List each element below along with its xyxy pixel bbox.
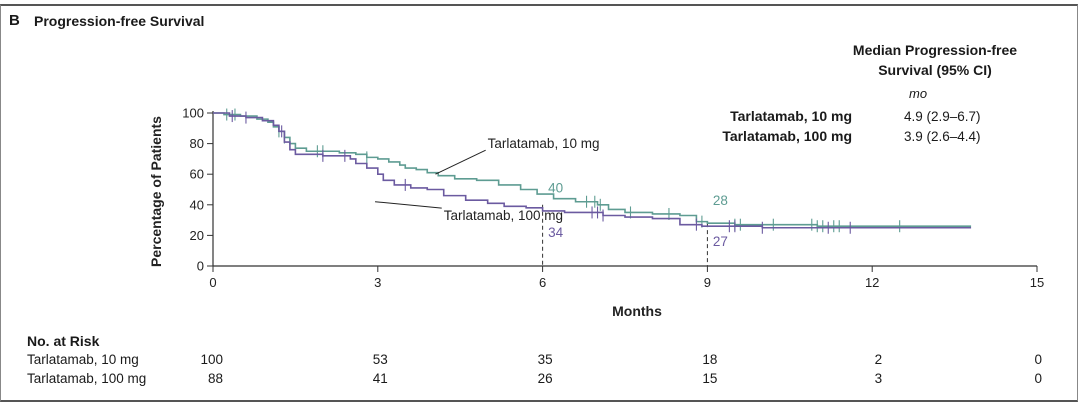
annotation-leader-line [375,201,442,209]
panel-title: Progression-free Survival [34,13,205,29]
risk-value: 53 [372,352,388,367]
y-tick-label: 20 [190,228,204,243]
y-tick-label: 100 [182,106,204,121]
annotation-label: 34 [548,225,564,240]
y-tick-label: 40 [190,197,204,212]
annotation-leader-line [435,149,486,175]
x-tick-label: 6 [539,275,546,290]
x-tick-label: 9 [704,275,711,290]
risk-value: 18 [702,352,718,367]
y-tick-label: 60 [190,167,204,182]
annotation-label: 27 [713,234,728,249]
panel-letter: B [9,12,20,29]
figure-frame [0,4,1078,402]
risk-row-label-100mg: Tarlatamab, 100 mg [27,371,147,386]
median-row-name-100mg: Tarlatamab, 100 mg [722,128,852,144]
risk-value: 41 [372,371,388,386]
risk-value: 0 [1034,371,1042,386]
risk-table-header: No. at Risk [27,333,100,349]
x-tick-label: 12 [865,275,879,290]
annotation-label: 40 [548,181,563,196]
risk-value: 100 [200,352,223,367]
median-row-value-100mg: 3.9 (2.6–4.4) [904,129,981,144]
risk-row-label-10mg: Tarlatamab, 10 mg [27,352,139,367]
series-line-100mg [213,112,972,229]
median-box-title: Median Progression-free Survival (95% CI… [840,40,1030,80]
median-row-name-10mg: Tarlatamab, 10 mg [730,108,852,124]
y-axis-title: Percentage of Patients [148,116,164,267]
x-tick-label: 0 [209,275,216,290]
median-unit: mo [909,86,928,101]
x-axis-title: Months [612,303,662,319]
median-title-line1: Median Progression-free [852,42,1018,58]
risk-value: 88 [207,371,223,386]
risk-value: 2 [874,352,883,367]
risk-value: 15 [702,371,718,386]
risk-value: 0 [1034,352,1042,367]
x-tick-label: 15 [1030,275,1044,290]
x-tick-label: 3 [374,275,381,290]
risk-value: 35 [537,352,553,367]
risk-value: 26 [537,371,553,386]
annotation-label: 28 [713,193,728,208]
annotation-label: Tarlatamab, 10 mg [488,136,600,151]
y-tick-label: 80 [190,136,204,151]
annotation-label: Tarlatamab, 100 mg [444,208,563,223]
y-tick-label: 0 [197,259,204,274]
median-row-value-10mg: 4.9 (2.9–6.7) [904,109,981,124]
median-title-line2: Survival (95% CI) [878,62,992,78]
risk-value: 3 [874,371,883,386]
